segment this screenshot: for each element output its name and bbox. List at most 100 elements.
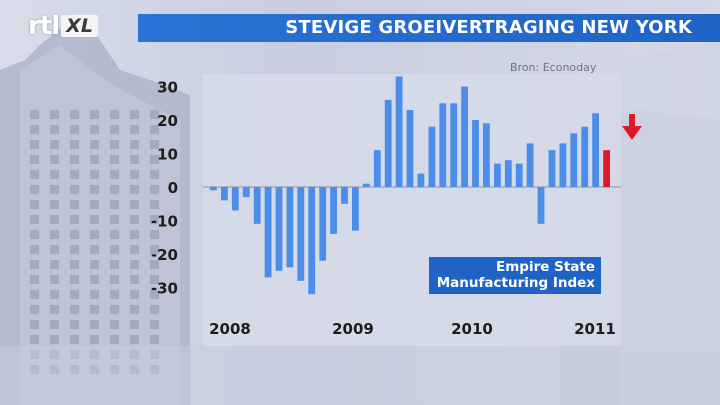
building-window (90, 290, 99, 299)
building-window (90, 320, 99, 329)
building-window (110, 155, 119, 164)
building-window (110, 305, 119, 314)
bar (537, 187, 545, 224)
building-window (130, 200, 139, 209)
building-window (130, 170, 139, 179)
bar (330, 187, 337, 234)
building-window (50, 125, 59, 134)
building-window (150, 170, 159, 179)
bar (242, 187, 250, 198)
building-window (90, 305, 99, 314)
building-window (150, 200, 159, 209)
building-window (30, 290, 39, 299)
building-window (150, 110, 159, 119)
bar (461, 86, 468, 187)
bottom-strip (0, 346, 720, 405)
building-window (130, 260, 139, 269)
building-window (90, 215, 99, 224)
building-window (70, 230, 79, 239)
bar (548, 150, 556, 187)
bar (483, 123, 490, 187)
building-window (50, 215, 59, 224)
building-window (70, 215, 79, 224)
x-tick-label: 2010 (451, 320, 493, 338)
y-tick-label: 10 (157, 146, 178, 164)
building-window (130, 185, 139, 194)
building-window (150, 245, 159, 254)
building-window (30, 215, 39, 224)
building-window (50, 155, 59, 164)
x-tick-label: 2009 (332, 320, 374, 338)
building-window (110, 245, 119, 254)
bar (352, 187, 359, 231)
source-label: Bron: Econoday (510, 61, 597, 74)
y-tick-label: 0 (168, 179, 178, 197)
building-window (110, 125, 119, 134)
building-window (150, 140, 159, 149)
bar (504, 160, 512, 187)
building-window (30, 125, 39, 134)
bar (253, 187, 261, 224)
bar (264, 187, 272, 278)
building-window (150, 335, 159, 344)
building-window (130, 275, 139, 284)
building-window (50, 230, 59, 239)
building-window (50, 200, 59, 209)
building-window (130, 125, 139, 134)
building-window (70, 170, 79, 179)
bar (384, 99, 392, 187)
building-window (130, 110, 139, 119)
building-window (110, 335, 119, 344)
building-window (110, 140, 119, 149)
building-window (150, 230, 159, 239)
x-tick-label: 2008 (209, 320, 251, 338)
building-window (90, 140, 99, 149)
building-window (50, 245, 59, 254)
building-window (90, 335, 99, 344)
building-window (50, 185, 59, 194)
building-window (30, 305, 39, 314)
bar (472, 120, 479, 187)
bar (559, 143, 567, 187)
down-arrow-shaft (629, 114, 635, 128)
bar (515, 163, 523, 187)
building-window (70, 305, 79, 314)
bar (395, 76, 403, 187)
building-window (30, 155, 39, 164)
building-window (110, 185, 119, 194)
building-window (70, 290, 79, 299)
building-window (90, 245, 99, 254)
bar (210, 187, 217, 191)
building-window (150, 320, 159, 329)
building-window (50, 335, 59, 344)
bar (526, 143, 534, 187)
building-window (90, 125, 99, 134)
building-window (90, 200, 99, 209)
building-window (70, 320, 79, 329)
building-window (130, 320, 139, 329)
building-window (30, 230, 39, 239)
building-window (150, 260, 159, 269)
building-window (110, 170, 119, 179)
legend-line-2: Manufacturing Index (436, 275, 595, 291)
bar (581, 126, 589, 187)
building-window (50, 140, 59, 149)
logo-badge: XL (61, 15, 98, 37)
building-window (130, 245, 139, 254)
building-window (90, 185, 99, 194)
bar (308, 187, 316, 295)
bar (439, 103, 447, 188)
bar (297, 187, 305, 281)
bar (406, 110, 414, 187)
building-window (110, 260, 119, 269)
building-window (70, 110, 79, 119)
y-tick-label: -20 (151, 246, 178, 264)
building-window (50, 290, 59, 299)
legend: Empire State Manufacturing Index (429, 257, 601, 294)
title-banner: STEVIGE GROEIVERTRAGING NEW YORK (138, 14, 720, 42)
building-window (30, 110, 39, 119)
x-tick-label: 2011 (574, 320, 616, 338)
bar (319, 187, 327, 261)
bar (275, 187, 283, 271)
down-arrow-head (622, 126, 642, 140)
